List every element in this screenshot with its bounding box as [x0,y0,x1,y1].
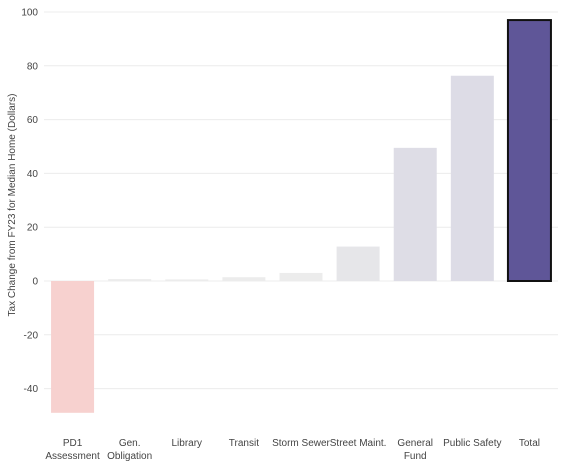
y-tick-label: 40 [27,169,39,180]
x-tick-label: PD1 [63,438,83,449]
x-tick-label: Total [519,438,540,449]
x-tick-label: Transit [229,438,259,449]
y-tick-label: -40 [24,384,39,395]
y-axis-title: Tax Change from FY23 for Median Home (Do… [7,94,18,317]
x-tick-label: Street Maint. [330,438,387,449]
x-tick-label: Obligation [107,451,152,462]
bar [506,19,552,282]
x-tick-label: Public Safety [443,438,501,449]
x-tick-label: Library [171,438,202,449]
bar [165,279,209,281]
bar [222,277,266,281]
y-tick-label: 80 [27,61,39,72]
bar [336,246,380,281]
y-tick-label: 0 [32,277,38,288]
y-tick-label: -20 [24,330,39,341]
y-tick-label: 20 [27,223,39,234]
y-tick-labels: 100 80 60 40 20 0 -20 -40 [21,8,38,396]
bar [279,272,323,281]
x-tick-label: Gen. [119,438,141,449]
y-tick-label: 60 [27,115,39,126]
x-tick-label: Fund [404,451,427,462]
y-tick-label: 100 [21,8,38,19]
x-tick-label: Assessment [45,451,100,462]
bar [393,147,437,281]
x-tick-label: General [397,438,433,449]
bar [108,279,152,281]
x-tick-labels: PD1 Assessment Gen. Obligation Library Transi… [45,438,540,462]
bar [450,75,494,282]
bar [51,281,95,413]
x-tick-label: Storm Sewer [272,438,330,449]
bars [51,19,552,413]
